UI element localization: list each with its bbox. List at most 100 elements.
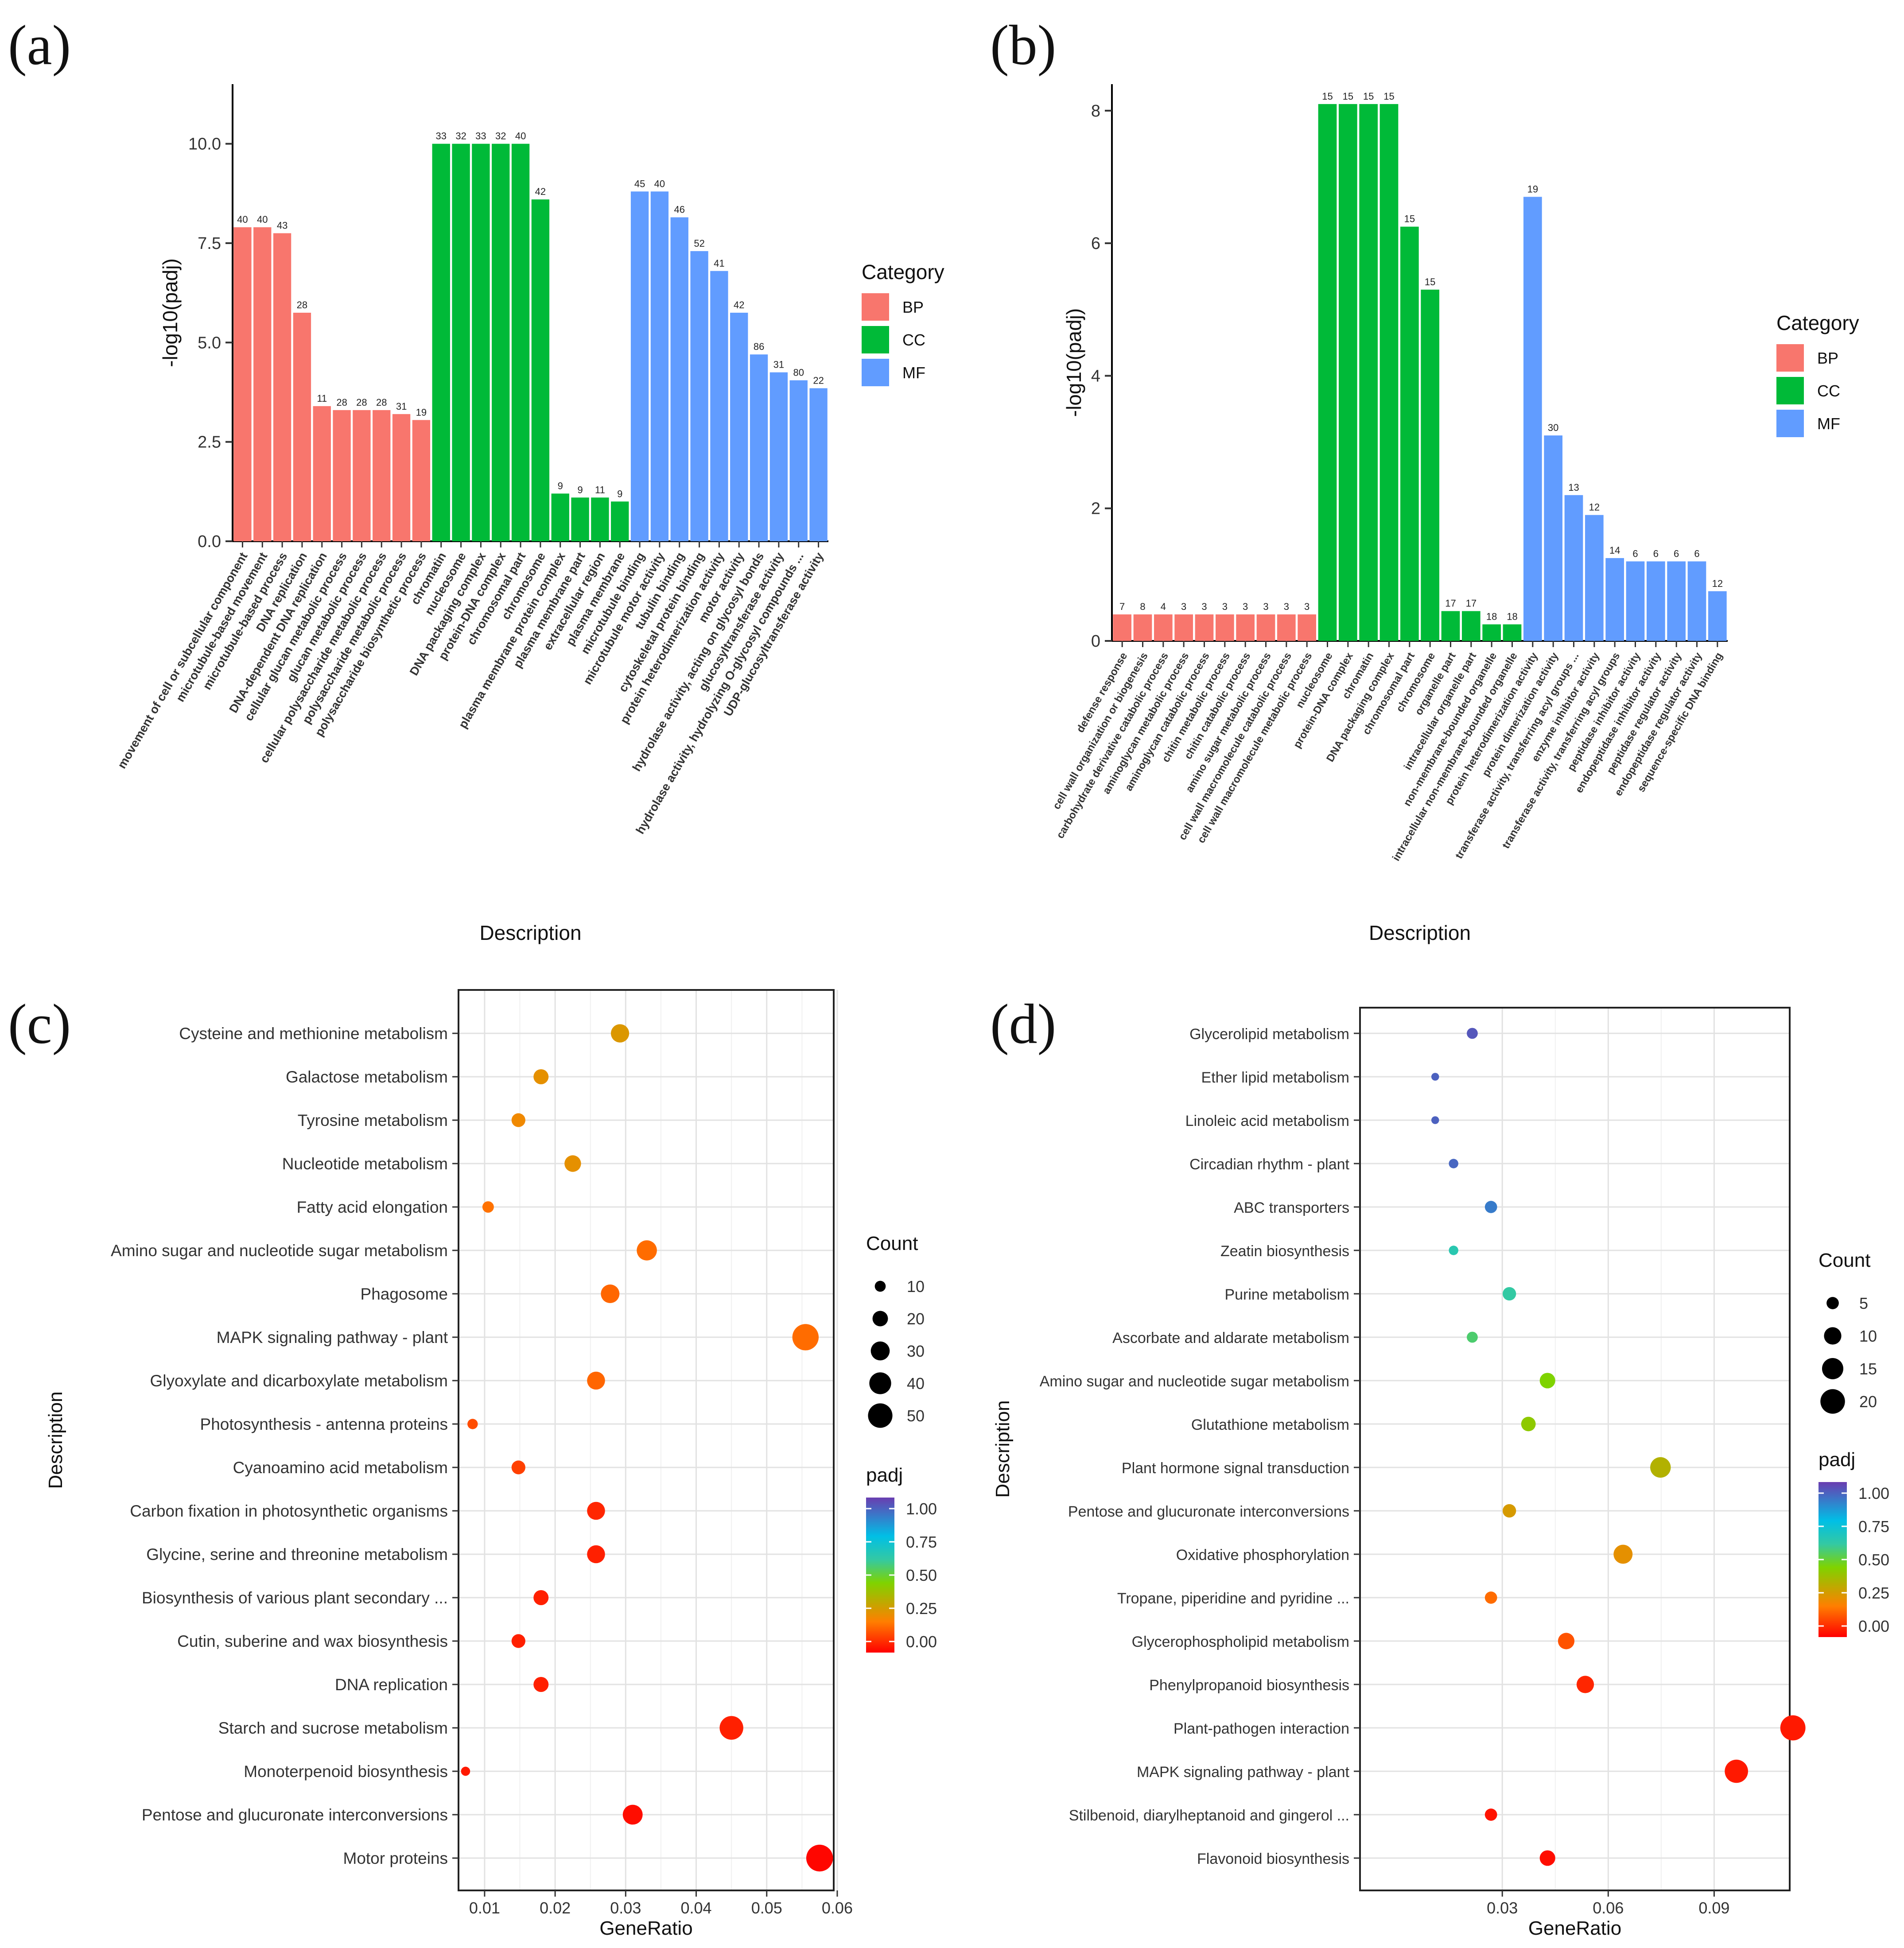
- bar-count-label: 33: [436, 131, 447, 142]
- bar-cc: [1400, 226, 1419, 641]
- bar-count-label: 19: [1527, 183, 1538, 194]
- term-label: Tropane, piperidine and pyridine ...: [1117, 1590, 1349, 1607]
- size-legend-dot: [874, 1281, 886, 1292]
- bar-mf: [730, 313, 748, 541]
- term-label: Amino sugar and nucleotide sugar metabol…: [111, 1242, 448, 1260]
- data-point: [461, 1766, 470, 1776]
- data-point: [511, 1460, 525, 1475]
- data-point: [587, 1545, 605, 1564]
- data-point: [622, 1804, 643, 1825]
- bar-cc: [591, 497, 609, 541]
- data-point: [1484, 1808, 1497, 1821]
- bar-mf: [809, 388, 828, 541]
- term-label: Zeatin biosynthesis: [1220, 1243, 1349, 1260]
- y-tick-label: 0: [1091, 632, 1100, 651]
- bar-cc: [1379, 104, 1399, 641]
- bar-count-label: 28: [336, 397, 347, 408]
- term-label: ABC transporters: [1234, 1199, 1349, 1216]
- bar-count-label: 42: [535, 186, 546, 197]
- data-point: [564, 1155, 581, 1172]
- legend-swatch-mf: [862, 359, 889, 386]
- bar-count-label: 46: [674, 204, 685, 215]
- size-legend-label: 10: [1859, 1327, 1877, 1345]
- bar-count-label: 9: [577, 484, 583, 495]
- bar-count-label: 15: [1343, 91, 1353, 102]
- bar-bp: [273, 233, 291, 541]
- dot-plot-c: Cysteine and methionine metabolism Galact…: [45, 989, 937, 1939]
- size-legend-label: 20: [1859, 1393, 1877, 1411]
- bar-count-label: 3: [1284, 601, 1289, 612]
- bar-bp: [313, 406, 331, 541]
- bar-count-label: 3: [1181, 601, 1186, 612]
- size-legend-dot: [1820, 1389, 1845, 1414]
- data-point: [637, 1240, 657, 1261]
- bar-bp: [1215, 614, 1234, 641]
- term-label: Nucleotide metabolism: [282, 1155, 448, 1173]
- bar-cc: [472, 144, 490, 541]
- legend-swatch-bp: [1776, 344, 1804, 372]
- bar-mf: [1544, 435, 1563, 641]
- size-legend-dot: [1824, 1327, 1842, 1345]
- bar-bp: [233, 227, 252, 541]
- color-legend-title: padj: [866, 1464, 903, 1486]
- bar-cc: [1318, 104, 1337, 641]
- data-point: [1650, 1457, 1671, 1478]
- bar-count-label: 6: [1632, 548, 1638, 559]
- x-axis-title: GeneRatio: [599, 1917, 692, 1939]
- x-tick-label: 0.09: [1698, 1899, 1729, 1917]
- x-tick-label: 0.06: [822, 1899, 853, 1917]
- size-legend-dot: [870, 1341, 890, 1361]
- color-legend-label: 0.50: [1858, 1551, 1889, 1569]
- data-point: [1502, 1287, 1516, 1301]
- bar-bp: [1277, 614, 1296, 641]
- term-label: Plant hormone signal transduction: [1122, 1460, 1349, 1477]
- bar-cc: [1503, 624, 1522, 641]
- bar-count-label: 28: [297, 299, 307, 310]
- color-legend-title: padj: [1819, 1449, 1855, 1471]
- term-label: Monoterpenoid biosynthesis: [244, 1762, 448, 1781]
- bar-count-label: 6: [1653, 548, 1659, 559]
- term-label: Stilbenoid, diarylheptanoid and gingerol…: [1069, 1807, 1349, 1824]
- bar-count-label: 12: [1589, 502, 1600, 513]
- dot-plot-d: Glycerolipid metabolism Ether lipid metab…: [992, 1007, 1889, 1939]
- bar-count-label: 22: [813, 375, 824, 386]
- bar-count-label: 31: [396, 401, 407, 412]
- bar-cc: [511, 144, 530, 541]
- color-legend-label: 0.00: [1858, 1617, 1889, 1635]
- bar-cc: [611, 501, 629, 541]
- bar-mf: [1605, 558, 1624, 641]
- bar-bp: [1113, 614, 1132, 641]
- size-legend-title: Count: [1819, 1250, 1870, 1271]
- legend-swatch-bp: [862, 293, 889, 321]
- size-legend-dot: [1826, 1297, 1839, 1309]
- term-label: Ascorbate and aldarate metabolism: [1112, 1330, 1349, 1347]
- plot-border: [1359, 1007, 1791, 1891]
- term-label: Biosynthesis of various plant secondary …: [142, 1589, 448, 1607]
- bar-count-label: 3: [1304, 601, 1309, 612]
- bar-count-label: 14: [1609, 545, 1620, 556]
- term-label: Oxidative phosphorylation: [1176, 1547, 1349, 1564]
- bar-bp: [1236, 614, 1255, 641]
- y-tick-label: 0.0: [198, 532, 221, 551]
- bar-mf: [1523, 197, 1542, 641]
- term-label: Carbon fixation in photosynthetic organi…: [130, 1502, 448, 1520]
- bar-bp: [1133, 614, 1152, 641]
- data-point: [1539, 1850, 1555, 1866]
- data-point: [1780, 1715, 1806, 1741]
- bar-bp: [412, 420, 431, 541]
- bar-bp: [1298, 614, 1317, 641]
- data-point: [610, 1024, 629, 1043]
- bar-count-label: 18: [1486, 611, 1497, 622]
- color-legend-label: 1.00: [1858, 1484, 1889, 1502]
- bar-bp: [373, 410, 391, 541]
- color-legend-label: 0.25: [1858, 1584, 1889, 1602]
- bar-count-label: 32: [495, 131, 506, 142]
- data-point: [1467, 1028, 1478, 1039]
- panel-label-d: (d): [990, 993, 1056, 1055]
- panel-label-c: (c): [8, 993, 71, 1055]
- term-label: Flavonoid biosynthesis: [1197, 1851, 1349, 1867]
- size-legend-label: 10: [907, 1277, 925, 1296]
- bar-count-label: 32: [455, 131, 466, 142]
- bar-count-label: 12: [1712, 578, 1723, 589]
